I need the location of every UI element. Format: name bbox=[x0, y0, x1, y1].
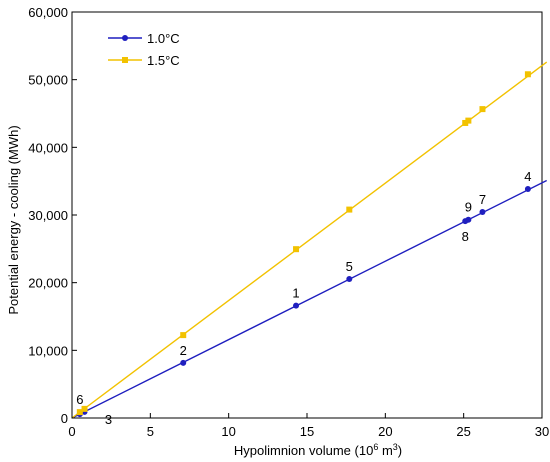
y-tick-label: 20,000 bbox=[28, 276, 68, 291]
y-axis-ticks: 0 10,000 20,000 30,000 40,000 50,000 60,000 bbox=[28, 5, 77, 426]
data-point-series-1 bbox=[524, 185, 531, 192]
x-tick-label: 5 bbox=[147, 424, 154, 439]
fit-lines bbox=[71, 61, 548, 419]
point-label-5: 5 bbox=[346, 259, 353, 274]
x-tick-label: 15 bbox=[300, 424, 314, 439]
fit-line-series-1 bbox=[71, 179, 548, 419]
x-axis-title: Hypolimnion volume (106 m3) bbox=[234, 442, 402, 458]
legend-label-series-2: 1.5°C bbox=[147, 53, 180, 68]
point-labels: 1 2 3 4 5 6 7 8 9 bbox=[76, 169, 531, 427]
legend-marker-series-2 bbox=[122, 57, 128, 63]
x-tick-label: 0 bbox=[68, 424, 75, 439]
y-tick-label: 10,000 bbox=[28, 343, 68, 358]
x-tick-label: 25 bbox=[456, 424, 470, 439]
data-point-series-2 bbox=[524, 71, 531, 78]
data-point-series-2 bbox=[346, 206, 353, 213]
legend-label-series-1: 1.0°C bbox=[147, 31, 180, 46]
x-tick-label: 10 bbox=[221, 424, 235, 439]
y-axis-title: Potential energy - cooling (MWh) bbox=[6, 125, 21, 314]
data-point-series-2 bbox=[465, 117, 472, 124]
y-tick-label: 40,000 bbox=[28, 140, 68, 155]
legend-marker-series-1 bbox=[122, 35, 128, 41]
legend: 1.0°C 1.5°C bbox=[108, 31, 180, 68]
data-point-series-2 bbox=[76, 409, 83, 416]
data-point-series-1 bbox=[346, 275, 353, 282]
y-tick-label: 60,000 bbox=[28, 5, 68, 20]
x-tick-label: 20 bbox=[378, 424, 392, 439]
data-point-series-2 bbox=[479, 106, 486, 113]
data-point-series-2 bbox=[81, 405, 88, 412]
data-point-series-1 bbox=[180, 359, 187, 366]
fit-line-series-2 bbox=[71, 61, 548, 419]
x-tick-label: 30 bbox=[535, 424, 549, 439]
point-label-6: 6 bbox=[76, 392, 83, 407]
data-point-series-2 bbox=[293, 246, 300, 253]
point-label-1: 1 bbox=[292, 286, 299, 301]
data-markers bbox=[76, 71, 531, 418]
data-point-series-2 bbox=[180, 332, 187, 339]
y-tick-label: 50,000 bbox=[28, 73, 68, 88]
data-point-series-1 bbox=[465, 216, 472, 223]
point-label-4: 4 bbox=[524, 169, 531, 184]
plot-area bbox=[71, 11, 543, 419]
point-label-9: 9 bbox=[465, 200, 472, 215]
data-point-series-1 bbox=[293, 302, 300, 309]
y-tick-label: 0 bbox=[61, 411, 68, 426]
point-label-2: 2 bbox=[180, 343, 187, 358]
data-point-series-2 bbox=[462, 119, 469, 126]
point-label-7: 7 bbox=[479, 192, 486, 207]
y-tick-label: 30,000 bbox=[28, 208, 68, 223]
point-label-3: 3 bbox=[105, 412, 112, 427]
point-label-8: 8 bbox=[462, 229, 469, 244]
x-axis-ticks: 0 5 10 15 20 25 30 bbox=[68, 413, 549, 439]
data-point-series-1 bbox=[479, 208, 486, 215]
